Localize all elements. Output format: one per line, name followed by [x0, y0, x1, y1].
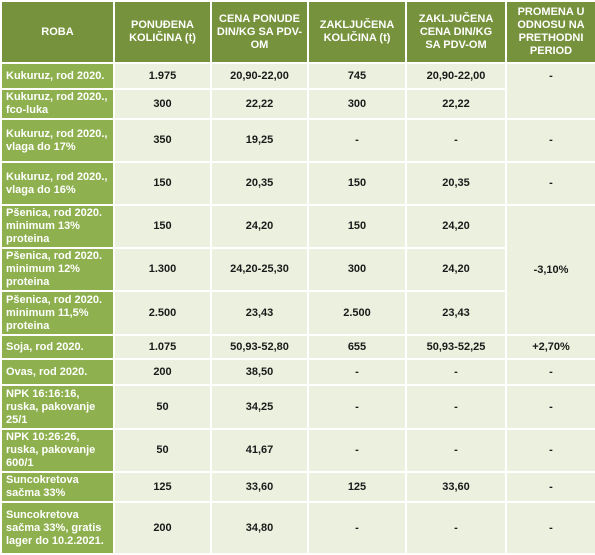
- column-header: PONUĐENA KOLIČINA (t): [113, 0, 212, 64]
- cell: -: [405, 118, 507, 163]
- cell: 150: [113, 161, 212, 206]
- table-row: Ovas, rod 2020. 200 38,50- - -: [0, 358, 595, 386]
- cell: 655: [307, 334, 407, 360]
- cell: 300: [307, 247, 407, 292]
- cell: 33,60: [210, 471, 309, 503]
- cell: -: [405, 358, 507, 386]
- cell: 24,20-25,30: [210, 247, 309, 292]
- cell: -3,10%: [505, 204, 595, 336]
- cell: -: [505, 161, 595, 206]
- cell: -: [307, 501, 407, 555]
- cell: -: [405, 501, 507, 555]
- table-row: Kukuruz, rod 2020., vlaga do 17% 350 19,25…: [0, 118, 595, 163]
- cell: 24,20: [405, 247, 507, 292]
- column-header: ZAKLJUČENA KOLIČINA (t): [307, 0, 407, 64]
- product-name: Suncokretova sačma 33%: [0, 471, 115, 503]
- product-name: NPK 16:16:16, ruska, pakovanje 25/1: [0, 384, 115, 430]
- table-row: Pšenica, rod 2020. minimum 11,5% protein…: [0, 290, 595, 336]
- column-header: PROMENA U ODNOSU NA PRETHODNI PERIOD: [505, 0, 595, 64]
- product-name: Pšenica, rod 2020. minimum 12% proteina: [0, 247, 115, 292]
- table-row: NPK 10:26:26, ruska, pakovanje 600/1 50 41…: [0, 428, 595, 473]
- column-header: ZAKLJUČENA CENA DIN/KG SA PDV-OM: [405, 0, 507, 64]
- cell: 150: [307, 204, 407, 249]
- column-header: CENA PONUDE DIN/KG SA PDV-OM: [210, 0, 309, 64]
- cell: 34,80: [210, 501, 309, 555]
- cell: 1.975: [113, 62, 212, 90]
- cell: -: [405, 428, 507, 473]
- cell: -: [505, 358, 595, 386]
- product-name: Soja, rod 2020.: [0, 334, 115, 360]
- cell: 20,90-22,00: [210, 62, 309, 90]
- cell: 1.075: [113, 334, 212, 360]
- cell: -: [505, 118, 595, 163]
- cell: 19,25: [210, 118, 309, 163]
- cell: 20,90-22,00: [405, 62, 507, 90]
- table-row: NPK 16:16:16, ruska, pakovanje 25/1 50 34,…: [0, 384, 595, 430]
- table-body: Kukuruz, rod 2020. 1.975 20,90-22,00 745 20,…: [0, 62, 595, 555]
- column-header: ROBA: [0, 0, 115, 64]
- header-row: ROBA PONUĐENA KOLIČINA (t) CENA PONUDE DIN…: [0, 0, 595, 64]
- table-row: Kukuruz, rod 2020., vlaga do 16% 150 20,35…: [0, 161, 595, 206]
- cell: -: [505, 471, 595, 503]
- product-name: Kukuruz, rod 2020., fco-luka: [0, 88, 115, 120]
- cell: 22,22: [210, 88, 309, 120]
- cell: 50,93-52,25: [405, 334, 507, 360]
- product-name: Pšenica, rod 2020. minimum 13% proteina: [0, 204, 115, 249]
- cell: -: [307, 384, 407, 430]
- cell: 200: [113, 358, 212, 386]
- product-name: NPK 10:26:26, ruska, pakovanje 600/1: [0, 428, 115, 473]
- cell: 125: [307, 471, 407, 503]
- cell: 150: [307, 161, 407, 206]
- cell: 22,22: [405, 88, 507, 120]
- cell: -: [505, 62, 595, 120]
- table-row: Soja, rod 2020. 1.075 50,93-52,80 655 50,93-…: [0, 334, 595, 360]
- cell: 20,35: [405, 161, 507, 206]
- table-row: Kukuruz, rod 2020., fco-luka 300 22,22 300 2…: [0, 88, 595, 120]
- cell: 2.500: [307, 290, 407, 336]
- cell: 200: [113, 501, 212, 555]
- cell: 1.300: [113, 247, 212, 292]
- table-row: Suncokretova sačma 33% 125 33,60 125 33,60-: [0, 471, 595, 503]
- cell: 24,20: [405, 204, 507, 249]
- cell: 33,60: [405, 471, 507, 503]
- cell: 41,67: [210, 428, 309, 473]
- product-name: Kukuruz, rod 2020., vlaga do 16%: [0, 161, 115, 206]
- cell: 50: [113, 384, 212, 430]
- cell: 34,25: [210, 384, 309, 430]
- cell: 24,20: [210, 204, 309, 249]
- table-row: Pšenica, rod 2020. minimum 13% proteina 1…: [0, 204, 595, 336]
- table-row: Pšenica, rod 2020. minimum 12% proteina 1…: [0, 247, 595, 292]
- cell: -: [307, 118, 407, 163]
- cell: 300: [113, 88, 212, 120]
- cell: -: [405, 384, 507, 430]
- product-name: Pšenica, rod 2020. minimum 11,5% protein…: [0, 290, 115, 336]
- cell: 745: [307, 62, 407, 90]
- table-row: Suncokretova sačma 33%, gratis lager do …: [0, 501, 595, 555]
- product-name: Kukuruz, rod 2020.: [0, 62, 115, 90]
- product-name: Ovas, rod 2020.: [0, 358, 115, 386]
- cell: 23,43: [405, 290, 507, 336]
- cell: 125: [113, 471, 212, 503]
- cell: -: [307, 428, 407, 473]
- cell: 50: [113, 428, 212, 473]
- cell: 23,43: [210, 290, 309, 336]
- cell: 150: [113, 204, 212, 249]
- cell: 20,35: [210, 161, 309, 206]
- cell: -: [505, 501, 595, 555]
- product-name: Kukuruz, rod 2020., vlaga do 17%: [0, 118, 115, 163]
- table-row: Kukuruz, rod 2020. 1.975 20,90-22,00 745 20,…: [0, 62, 595, 120]
- cell: 38,50: [210, 358, 309, 386]
- product-name: Suncokretova sačma 33%, gratis lager do …: [0, 501, 115, 555]
- cell: -: [505, 428, 595, 473]
- cell: -: [307, 358, 407, 386]
- cell: 50,93-52,80: [210, 334, 309, 360]
- cell: -: [505, 384, 595, 430]
- cell: +2,70%: [505, 334, 595, 360]
- cell: 300: [307, 88, 407, 120]
- cell: 2.500: [113, 290, 212, 336]
- cell: 350: [113, 118, 212, 163]
